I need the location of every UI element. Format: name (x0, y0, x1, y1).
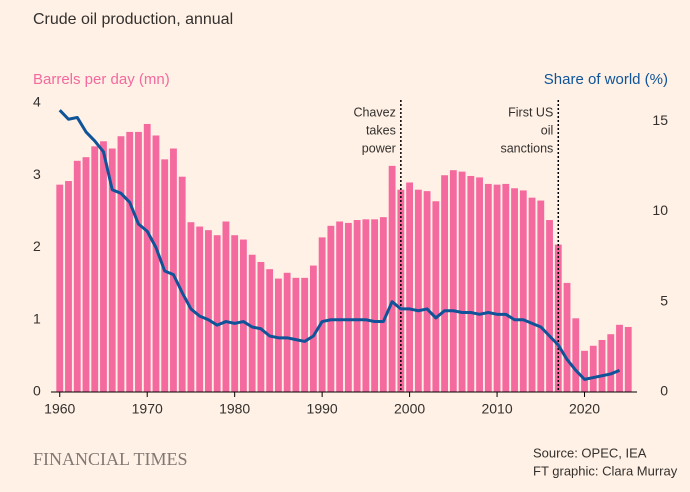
bar (301, 277, 309, 392)
bar (143, 123, 151, 392)
y2-tick-label: 10 (652, 202, 668, 218)
bar (589, 345, 597, 392)
bar (449, 170, 457, 392)
y-tick-label: 0 (33, 383, 41, 399)
bar (406, 182, 414, 392)
x-tick-label: 1990 (307, 401, 338, 417)
bar (362, 219, 370, 392)
annotation: power (362, 141, 396, 155)
bar (616, 324, 623, 392)
bar (528, 197, 536, 392)
y-tick-label: 3 (33, 166, 41, 182)
bar (441, 175, 448, 392)
x-tick-label: 2020 (569, 401, 600, 417)
bar (493, 184, 501, 392)
brand: FINANCIAL TIMES (33, 449, 188, 469)
bar (397, 189, 405, 392)
bar (371, 219, 379, 392)
y2-axis-title: Share of world (%) (544, 71, 668, 88)
bar (152, 135, 160, 392)
annotation: Chavez (353, 105, 395, 119)
y2-tick-label: 5 (660, 292, 668, 308)
bar (414, 189, 422, 392)
bar (283, 272, 291, 392)
bar (257, 261, 265, 392)
bar (178, 176, 186, 392)
y-tick-label: 2 (33, 238, 41, 254)
annotation: sanctions (500, 141, 553, 155)
bar (240, 239, 247, 392)
bar (274, 278, 282, 392)
bar (546, 220, 553, 392)
bar (344, 222, 352, 392)
x-tick-label: 1980 (219, 401, 250, 417)
bar (607, 334, 615, 392)
bar (309, 265, 317, 392)
x-tick-label: 1960 (44, 401, 75, 417)
x-tick-label: 2000 (394, 401, 425, 417)
bar (91, 146, 99, 392)
bar (135, 131, 142, 392)
bar (598, 339, 606, 392)
x-tick-label: 2010 (481, 401, 512, 417)
y-axis-title: Barrels per day (mn) (33, 71, 170, 88)
bar (327, 225, 335, 392)
bar (56, 184, 64, 392)
bar (519, 190, 527, 392)
line (58, 109, 621, 381)
bar (458, 171, 466, 392)
bar (161, 159, 169, 392)
bar (336, 221, 344, 392)
bar (266, 269, 274, 392)
y2-tick-label: 0 (660, 383, 668, 399)
bar (100, 141, 107, 392)
annotation: takes (366, 123, 396, 137)
bar (554, 244, 562, 392)
bar (379, 217, 387, 392)
bar (476, 177, 483, 392)
bar (467, 175, 475, 392)
annotation: oil (541, 123, 554, 137)
bar (108, 148, 116, 392)
bar (222, 221, 230, 392)
source: Source: OPEC, IEA (533, 445, 647, 460)
bar (581, 350, 588, 392)
y-tick-label: 1 (33, 310, 41, 326)
bar (292, 277, 300, 392)
bar (248, 254, 256, 392)
bar (511, 188, 518, 392)
bar (117, 136, 125, 392)
x-tick-label: 1970 (132, 401, 163, 417)
bar (213, 235, 221, 392)
y-tick-label: 4 (33, 94, 41, 110)
bar (65, 181, 72, 392)
bar (196, 226, 204, 392)
annotation: First US (508, 105, 553, 119)
bar (624, 326, 632, 392)
bar (73, 160, 81, 392)
bar (170, 148, 177, 392)
bar (537, 200, 545, 392)
y2-tick-label: 15 (652, 112, 668, 128)
bar (563, 282, 571, 392)
chart-title: Crude oil production, annual (33, 11, 233, 28)
bar (423, 191, 431, 392)
bar (432, 201, 440, 392)
bar (205, 230, 212, 392)
bar (502, 183, 510, 392)
bar (353, 220, 361, 392)
bar (388, 165, 396, 392)
bar (484, 183, 492, 392)
credit: FT graphic: Clara Murray (533, 463, 678, 478)
bar (126, 131, 134, 392)
bar (318, 237, 326, 392)
bar (572, 318, 580, 392)
bar (231, 235, 239, 392)
bar (82, 157, 90, 392)
